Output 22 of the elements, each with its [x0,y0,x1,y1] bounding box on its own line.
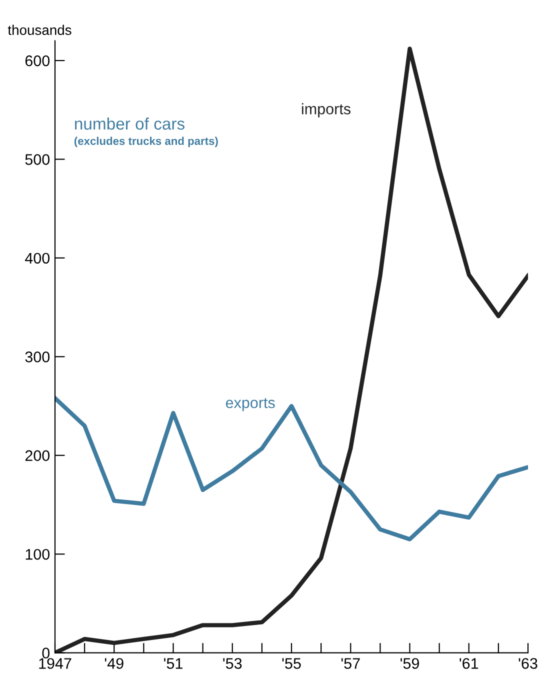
y-tick-label: 0 [42,648,50,658]
x-tick-label: '49 [104,658,124,669]
y-tick-label: 500 [25,154,50,165]
x-tick-label: '59 [400,658,419,669]
y-tick-label: 600 [25,55,50,66]
annotation: (excludes trucks and parts) [74,136,218,148]
y-tick-label: 100 [26,548,50,560]
annotation: number of cars [75,117,184,130]
y-axis-title: thousands [8,24,72,35]
y-tick-label: 400 [25,252,50,264]
x-tick-label: '55 [282,658,301,669]
line-series [55,396,528,542]
x-tick-label: '53 [223,658,242,669]
x-tick-label: '63 [518,658,538,669]
x-tick-label: '61 [460,658,478,669]
text: imports [302,103,350,118]
x-tick-label: '57 [341,658,360,669]
y-tick-label: 300 [25,352,50,362]
series-label: exports [226,398,275,412]
x-tick-label: 1947 [39,658,72,669]
y-tick-label: 200 [25,450,50,462]
x-tick-label: '51 [164,658,182,669]
